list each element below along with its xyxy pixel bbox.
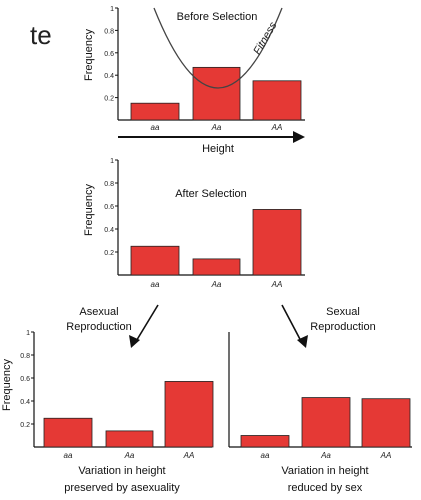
sexual-category-label: AA	[380, 451, 392, 460]
sexual-caption-line: reduced by sex	[288, 482, 363, 494]
reproduction-arrow-shaft	[134, 304, 159, 344]
asexual-caption-line: Variation in height	[78, 465, 165, 477]
after-bar-aa	[252, 209, 302, 276]
asexual-ytick-label: 0.2	[20, 422, 30, 429]
before-category-label: aa	[151, 123, 160, 132]
height-arrow-head	[293, 131, 305, 143]
reproduction-label: Reproduction	[66, 321, 131, 333]
after-title: After Selection	[175, 188, 247, 200]
sexual-caption-line: Variation in height	[281, 465, 368, 477]
reproduction-arrow-head	[129, 335, 140, 348]
asexual-bar-aa	[164, 381, 214, 448]
before-ytick-label: 0.4	[104, 73, 114, 80]
sexual-bar-aa	[361, 398, 411, 448]
reproduction-arrow-head	[297, 335, 308, 348]
sexual-category-label: Aa	[320, 451, 331, 460]
before-bar-aa	[252, 80, 302, 121]
reproduction-label: Sexual	[326, 306, 360, 318]
fitness-label: Fitness	[251, 20, 279, 57]
after-ytick-label: 0.8	[104, 181, 114, 188]
after-bar-aa	[192, 258, 241, 276]
after-bar-aa	[130, 245, 180, 276]
sexual-bar-aa	[240, 435, 290, 448]
before-bar-aa	[130, 102, 180, 121]
after-ylabel: Frequency	[83, 184, 95, 236]
after-ytick-label: 0.2	[104, 250, 114, 257]
after-ytick-label: 0.4	[104, 227, 114, 234]
asexual-ytick-label: 1	[26, 330, 30, 337]
slide-title-fragment: te	[30, 20, 52, 50]
before-bar-aa	[192, 66, 241, 121]
asexual-caption-line: preserved by asexuality	[64, 482, 180, 494]
asexual-ytick-label: 0.6	[20, 376, 30, 383]
sexual-bar-aa	[301, 397, 351, 448]
after-ytick-label: 0.6	[104, 204, 114, 211]
reproduction-arrow-shaft	[281, 304, 303, 344]
asexual-bar-aa	[43, 417, 93, 448]
before-ytick-label: 0.8	[104, 28, 114, 35]
before-title: Before Selection	[177, 11, 258, 23]
after-ytick-label: 1	[110, 158, 114, 165]
after-category-label: Aa	[211, 280, 222, 289]
before-ytick-label: 1	[110, 6, 114, 13]
asexual-category-label: aa	[64, 451, 73, 460]
asexual-category-label: AA	[183, 451, 195, 460]
before-ytick-label: 0.6	[104, 51, 114, 58]
height-label: Height	[202, 143, 234, 155]
asexual-bar-aa	[105, 430, 154, 448]
reproduction-label: Asexual	[79, 306, 118, 318]
sexual-category-label: aa	[261, 451, 270, 460]
after-category-label: aa	[151, 280, 160, 289]
after-category-label: AA	[271, 280, 283, 289]
before-ytick-label: 0.2	[104, 96, 114, 103]
before-category-label: AA	[271, 123, 283, 132]
reproduction-label: Reproduction	[310, 321, 375, 333]
before-ylabel: Frequency	[83, 29, 95, 81]
asexual-ytick-label: 0.4	[20, 399, 30, 406]
before-category-label: Aa	[211, 123, 222, 132]
fitness-curve	[153, 7, 283, 89]
asexual-category-label: Aa	[124, 451, 135, 460]
asexual-ytick-label: 0.8	[20, 353, 30, 360]
asexual-ylabel: Frequency	[1, 359, 13, 411]
